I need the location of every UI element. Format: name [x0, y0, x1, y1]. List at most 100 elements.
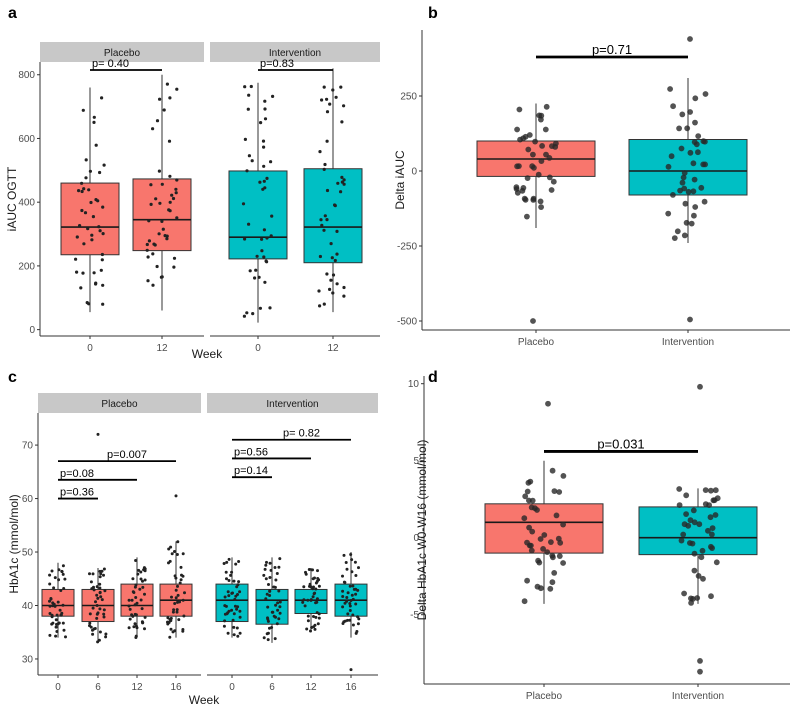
p-value-label: p=0.08 — [60, 468, 94, 480]
data-point — [353, 560, 357, 564]
data-point — [278, 557, 282, 561]
data-point — [349, 599, 353, 602]
p-value-label: p=0.031 — [597, 436, 644, 451]
data-point — [235, 626, 239, 630]
data-point — [52, 586, 56, 590]
data-point — [341, 595, 345, 598]
data-point — [135, 601, 139, 605]
data-point — [81, 108, 85, 112]
data-point — [528, 504, 535, 511]
data-point — [680, 531, 687, 538]
data-point — [679, 179, 686, 186]
data-point — [302, 598, 306, 602]
data-point — [698, 184, 705, 191]
data-point — [91, 628, 94, 632]
data-point — [174, 596, 178, 600]
data-point — [92, 588, 96, 592]
box-placebo — [120, 583, 154, 617]
data-point — [691, 176, 698, 183]
data-point — [238, 609, 242, 613]
data-point — [102, 615, 106, 619]
data-point — [526, 524, 532, 531]
y-tick-label: -5 — [410, 610, 419, 621]
data-point — [274, 603, 278, 607]
data-point — [546, 174, 553, 181]
data-point — [692, 119, 698, 126]
data-point — [708, 487, 714, 494]
data-point — [55, 613, 59, 617]
data-point — [683, 511, 689, 517]
data-point — [89, 580, 93, 584]
data-point — [62, 587, 66, 590]
data-point — [342, 294, 346, 298]
data-point — [331, 88, 335, 92]
x-tick-label: 0 — [55, 682, 61, 693]
data-point — [98, 582, 102, 586]
data-point — [182, 614, 186, 618]
data-point — [700, 138, 707, 145]
x-tick-label: 16 — [345, 682, 357, 693]
panel-letter: a — [8, 5, 17, 22]
data-point — [59, 613, 63, 617]
data-point — [243, 237, 247, 241]
data-point — [162, 108, 166, 112]
data-point — [262, 179, 266, 183]
data-point — [354, 631, 358, 635]
x-tick-label: Placebo — [526, 691, 563, 702]
data-point — [680, 174, 687, 181]
data-point — [100, 252, 104, 257]
x-tick-label: 12 — [156, 343, 168, 354]
data-point — [57, 568, 61, 572]
data-point — [99, 595, 103, 599]
data-point — [306, 614, 310, 618]
data-point — [77, 189, 81, 193]
data-point — [556, 489, 563, 495]
box-placebo — [132, 178, 192, 252]
data-point — [175, 178, 179, 182]
data-point — [357, 617, 361, 621]
data-point — [555, 535, 562, 542]
data-point — [48, 604, 52, 608]
data-point — [314, 581, 318, 585]
data-point — [345, 599, 349, 603]
data-point — [553, 512, 560, 519]
data-point — [141, 579, 144, 583]
data-point — [166, 620, 169, 624]
data-point — [524, 488, 531, 495]
data-point — [169, 545, 173, 549]
data-point — [258, 306, 262, 310]
data-point — [167, 208, 171, 212]
data-point — [676, 486, 683, 492]
data-point — [551, 570, 558, 576]
data-point — [223, 604, 227, 608]
data-point — [95, 616, 99, 620]
data-point — [342, 285, 346, 290]
data-point — [143, 578, 147, 582]
data-point — [524, 539, 530, 546]
data-point — [537, 536, 544, 542]
data-point — [232, 625, 236, 629]
data-point — [172, 256, 177, 260]
data-point — [176, 584, 179, 588]
data-point — [683, 219, 690, 226]
data-point — [304, 572, 308, 576]
panel-letter: c — [8, 369, 17, 386]
data-point — [227, 557, 231, 561]
data-point — [348, 618, 352, 622]
data-point — [522, 493, 529, 500]
data-point — [325, 218, 329, 222]
data-point — [278, 611, 282, 615]
data-point — [264, 563, 268, 567]
data-point — [344, 561, 348, 564]
data-point — [247, 222, 251, 226]
outlier-point — [687, 36, 693, 42]
data-point — [94, 600, 97, 604]
data-point — [175, 610, 179, 614]
data-point — [101, 283, 105, 287]
data-point — [273, 585, 277, 589]
data-point — [271, 610, 275, 614]
data-point — [339, 190, 343, 194]
data-point — [174, 588, 178, 592]
data-point — [325, 97, 329, 101]
data-point — [175, 87, 179, 91]
